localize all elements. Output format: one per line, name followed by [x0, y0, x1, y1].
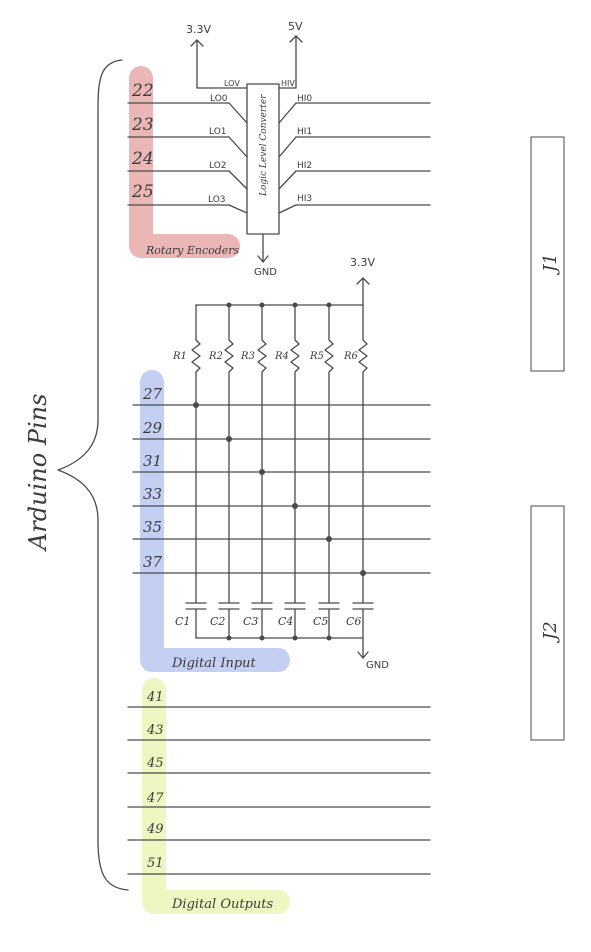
hi-pin-0: HI0: [297, 94, 312, 104]
capacitor-label-5: C5: [313, 615, 328, 628]
hv-supply-label: 5V: [288, 20, 303, 33]
input-ground-label: GND: [366, 660, 389, 671]
resistor-label-2: R2: [208, 351, 223, 362]
input-pin-31: 31: [143, 452, 162, 470]
output-pin-51: 51: [147, 856, 164, 871]
lo-pin-1: LO1: [209, 127, 227, 137]
capacitor-label-2: C2: [210, 615, 225, 628]
lo-pin-3: LO3: [208, 195, 226, 205]
output-pin-41: 41: [146, 690, 164, 705]
hi-pin-2: HI2: [297, 161, 312, 171]
lv-pin-label: LOV: [224, 79, 240, 88]
resistor-label-1: R1: [172, 351, 187, 362]
converter-ground-label: GND: [254, 267, 277, 278]
resistor-label-6: R6: [343, 351, 359, 362]
capacitor-label-4: C4: [278, 615, 293, 628]
rc-column-3: [251, 302, 273, 641]
encoder-pin-22: 22: [131, 81, 154, 101]
resistor-label-4: R4: [274, 351, 289, 362]
encoder-pin-23: 23: [131, 115, 154, 135]
lo-pin-2: LO2: [209, 161, 227, 171]
digital-input-highlight: [140, 370, 290, 672]
logic-level-converter-label: Logic Level Converter: [259, 94, 269, 197]
rc-column-6: [352, 304, 374, 639]
rotary-encoders-label: Rotary Encoders: [145, 244, 240, 257]
input-pin-35: 35: [143, 518, 162, 536]
rc-column-1: [185, 304, 207, 639]
input-pin-27: 27: [142, 385, 163, 403]
connector-j1: [530, 136, 565, 372]
capacitor-label-3: C3: [243, 615, 258, 628]
arduino-pins-brace: [57, 59, 129, 891]
input-pin-37: 37: [143, 553, 163, 571]
resistor-label-3: R3: [240, 351, 255, 362]
rc-column-4: [284, 302, 306, 641]
connector-j2-label: J2: [540, 621, 561, 644]
output-pin-47: 47: [146, 791, 164, 806]
connector-j1-label: J1: [540, 253, 561, 276]
digital-outputs-label: Digital Outputs: [171, 897, 273, 912]
hv-pin-label: HIV: [281, 79, 295, 88]
digital-input-network: 3.3V GND: [132, 256, 431, 671]
input-supply-label: 3.3V: [350, 256, 375, 269]
encoder-pin-25: 25: [131, 182, 154, 202]
hi-pin-1: HI1: [297, 127, 312, 137]
digital-outputs-highlight: [142, 678, 290, 914]
level-converter-section: Logic Level Converter 3.3V 5V LOV HIV GN…: [127, 20, 431, 278]
input-pin-29: 29: [142, 419, 163, 437]
input-pin-33: 33: [143, 485, 162, 503]
rc-column-2: [218, 302, 240, 641]
lv-supply-label: 3.3V: [186, 23, 211, 36]
hi-pin-3: HI3: [297, 194, 312, 204]
digital-output-lines: [127, 706, 431, 875]
output-pin-45: 45: [146, 756, 164, 771]
connector-j2: [530, 505, 565, 741]
encoder-pin-24: 24: [131, 149, 154, 169]
rotary-encoders-highlight: [129, 66, 240, 258]
capacitor-label-1: C1: [175, 615, 190, 628]
arduino-pins-label: Arduino Pins: [24, 394, 52, 552]
rc-column-5: [318, 302, 340, 641]
resistor-label-5: R5: [309, 351, 324, 362]
capacitor-label-6: C6: [346, 615, 361, 628]
digital-input-label: Digital Input: [171, 656, 257, 671]
output-pin-49: 49: [146, 822, 164, 837]
output-pin-43: 43: [146, 723, 164, 738]
lo-pin-0: LO0: [210, 94, 228, 104]
